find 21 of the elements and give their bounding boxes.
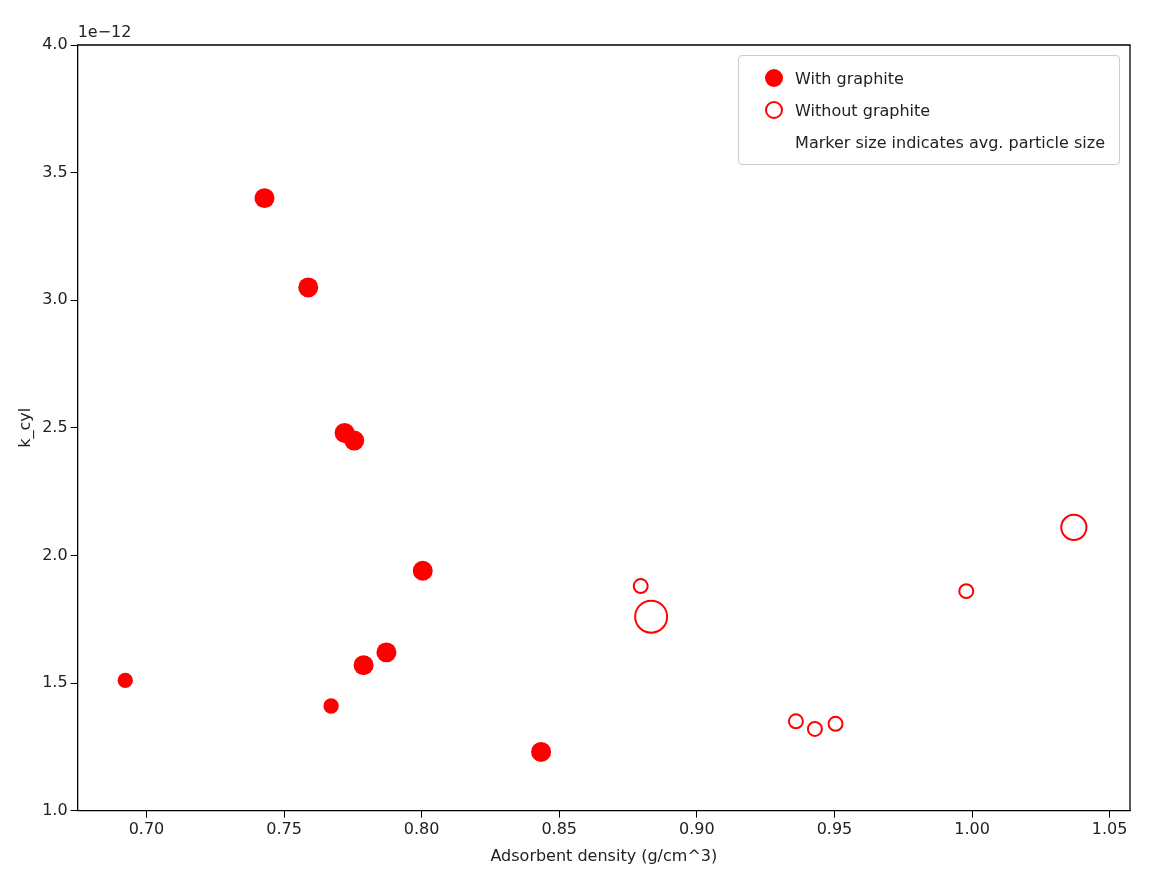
y-tick-label: 1.5: [42, 672, 68, 692]
y-tick-label: 2.0: [42, 544, 68, 564]
x-tick-label: 0.90: [679, 819, 715, 839]
x-axis-title: Adsorbent density (g/cm^3): [490, 845, 718, 865]
text: 1e−12: [77, 22, 132, 42]
annotation: Marker size indicates avg. particle size: [795, 132, 1105, 152]
x-tick-label: 0.80: [403, 819, 440, 839]
x-tick-label: 0.70: [128, 819, 165, 839]
legend-label: Without graphite: [795, 100, 931, 120]
x-tick-label: 1.00: [954, 819, 990, 839]
y-tick-label: 3.5: [42, 161, 68, 181]
x-tick-label: 0.85: [541, 819, 578, 839]
y-tick-label: 2.5: [42, 416, 68, 436]
x-tick-label: 1.05: [1091, 819, 1128, 839]
x-tick-label: 0.95: [816, 819, 853, 839]
x-tick-label: 0.75: [266, 819, 302, 839]
y-tick-label: 1.0: [42, 799, 68, 819]
legend-label: With graphite: [795, 68, 904, 88]
y-tick-label: 4.0: [42, 34, 68, 54]
y-tick-label: 3.0: [42, 289, 68, 309]
y-axis-title: k_cyl: [14, 407, 35, 448]
